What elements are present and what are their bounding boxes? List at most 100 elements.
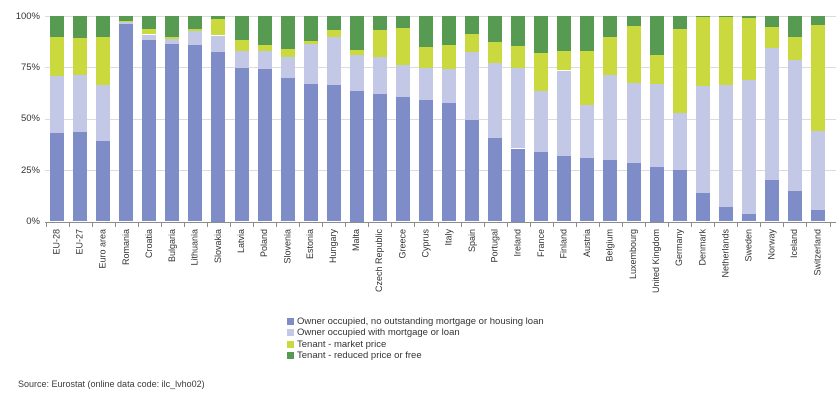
x-axis-tick: [391, 222, 393, 227]
x-axis-label-france: France: [535, 229, 546, 258]
bar-segment-united-kingdom-s3: [649, 16, 664, 55]
bar-segment-lithuania-s1: [188, 31, 203, 45]
x-axis-label-iceland: Iceland: [789, 229, 800, 259]
x-axis-tick: [552, 222, 554, 227]
bar-segment-germany-s1: [672, 112, 687, 171]
bar-segment-slovakia-s3: [211, 16, 226, 20]
bar-segment-eu-28-s3: [50, 16, 64, 37]
bar-segment-latvia-s1: [234, 50, 249, 69]
x-axis-label-lithuania: Lithuania: [189, 229, 200, 266]
x-axis-tick: [806, 222, 808, 227]
x-axis-tick: [437, 222, 439, 227]
x-axis-tick: [829, 222, 831, 227]
bar-segment-finland-s3: [557, 16, 572, 51]
bar-segment-portugal-s1: [488, 63, 503, 139]
bar-segment-romania-s3: [119, 16, 134, 21]
legend-item: Tenant - market price: [287, 339, 544, 350]
x-axis-label-estonia: Estonia: [305, 229, 316, 260]
bar-segment-sweden-s1: [741, 79, 756, 215]
x-axis-tick: [345, 222, 347, 227]
bar-segment-ireland-s2: [511, 45, 526, 69]
y-axis-label: 50%: [20, 113, 40, 125]
gridline-100: [45, 16, 836, 17]
bar-segment-slovenia-s1: [280, 57, 295, 78]
x-axis-label-czech-republic: Czech Republic: [374, 229, 385, 293]
bar-segment-belgium-s3: [603, 16, 618, 37]
bar-segment-united-kingdom-s1: [649, 83, 664, 167]
bar-segment-czech-republic-s1: [372, 57, 387, 95]
bar-segment-euro-area-s3: [96, 16, 111, 37]
bar-segment-portugal-s3: [488, 16, 503, 42]
x-axis-label-malta: Malta: [351, 229, 362, 252]
x-axis-label-finland: Finland: [558, 229, 569, 259]
bar-segment-germany-s0: [672, 170, 687, 222]
x-axis-label-eu-28: EU-28: [51, 229, 62, 255]
bar-segment-france-s0: [534, 151, 549, 222]
x-axis-tick: [183, 222, 185, 227]
bar-segment-greece-s0: [395, 97, 410, 222]
y-axis-label: 100%: [15, 10, 40, 22]
bar-segment-poland-s2: [257, 44, 272, 51]
bar-segment-austria-s2: [580, 50, 595, 106]
bar-segment-malta-s1: [349, 55, 364, 91]
x-axis-tick: [668, 222, 670, 227]
bar-segment-greece-s1: [395, 65, 410, 98]
bar-segment-luxembourg-s2: [626, 26, 641, 83]
bar-segment-bulgaria-s0: [165, 43, 180, 222]
bar-segment-romania-s1: [119, 22, 134, 24]
bar-segment-bulgaria-s1: [165, 38, 180, 44]
bar-segment-slovenia-s2: [280, 48, 295, 58]
gridline-50: [45, 118, 836, 120]
bar-segment-switzerland-s0: [811, 210, 825, 222]
bar-segment-norway-s1: [764, 47, 779, 181]
x-axis-label-euro-area: Euro area: [97, 229, 108, 269]
bar-segment-slovakia-s0: [211, 52, 226, 222]
bar-segment-iceland-s1: [787, 60, 802, 191]
bar-segment-slovenia-s0: [280, 77, 295, 222]
bar-segment-estonia-s2: [303, 40, 318, 44]
bar-segment-slovakia-s2: [211, 19, 226, 36]
bar-segment-lithuania-s0: [188, 44, 203, 222]
bar-segment-netherlands-s0: [718, 207, 733, 222]
x-axis-tick: [691, 222, 693, 227]
x-axis-tick: [299, 222, 301, 227]
bar-segment-eu-27-s1: [73, 74, 88, 133]
bar-segment-greece-s2: [395, 28, 410, 66]
bar-segment-belgium-s1: [603, 74, 618, 160]
bar-segment-switzerland-s1: [811, 131, 825, 211]
bar-segment-croatia-s1: [142, 34, 157, 40]
x-axis-label-sweden: Sweden: [743, 229, 754, 262]
bar-segment-switzerland-s3: [811, 16, 825, 26]
bar-segment-denmark-s2: [695, 17, 710, 86]
x-axis-label-croatia: Croatia: [143, 229, 154, 259]
x-axis-label-hungary: Hungary: [328, 229, 339, 264]
x-axis-tick: [622, 222, 623, 227]
bar-segment-ireland-s3: [511, 16, 526, 46]
bar-segment-poland-s3: [257, 16, 272, 45]
bar-segment-luxembourg-s0: [626, 162, 641, 222]
bar-segment-belgium-s2: [603, 36, 618, 75]
bar-segment-netherlands-s3: [718, 16, 733, 17]
bar-segment-hungary-s1: [326, 36, 341, 85]
x-axis-label-denmark: Denmark: [697, 229, 708, 266]
bar-segment-malta-s2: [349, 49, 364, 55]
bar-segment-germany-s2: [672, 29, 687, 113]
x-axis-label-bulgaria: Bulgaria: [166, 229, 177, 263]
x-axis-label-luxembourg: Luxembourg: [628, 229, 638, 280]
x-axis-label-belgium: Belgium: [604, 229, 615, 262]
bar-segment-eu-27-s2: [73, 37, 88, 75]
y-axis-label: 0%: [26, 216, 40, 227]
x-axis-tick: [253, 222, 254, 227]
bar-segment-sweden-s3: [741, 16, 756, 19]
x-axis-label-ireland: Ireland: [512, 229, 523, 257]
bar-segment-luxembourg-s3: [626, 16, 641, 27]
bar-segment-spain-s0: [465, 119, 480, 222]
gridline-25: [45, 170, 836, 172]
bar-segment-france-s2: [534, 53, 549, 91]
x-axis-label-slovenia: Slovenia: [282, 229, 293, 264]
bar-segment-romania-s0: [119, 23, 134, 222]
bar-segment-belgium-s0: [603, 159, 618, 222]
bar-segment-spain-s2: [465, 33, 480, 52]
bar-segment-euro-area-s0: [96, 141, 111, 222]
